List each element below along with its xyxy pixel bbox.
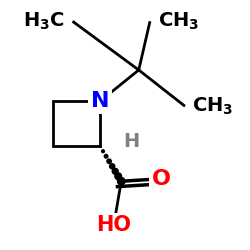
Text: $\mathdefault{H_3C}$: $\mathdefault{H_3C}$: [23, 10, 65, 32]
Circle shape: [104, 154, 108, 158]
Text: $\mathdefault{CH_3}$: $\mathdefault{CH_3}$: [158, 10, 199, 32]
Circle shape: [102, 150, 104, 153]
Circle shape: [107, 159, 111, 164]
Text: H: H: [123, 132, 140, 151]
Circle shape: [118, 178, 125, 185]
Text: $\mathdefault{CH_3}$: $\mathdefault{CH_3}$: [192, 96, 234, 117]
Circle shape: [115, 173, 121, 180]
Circle shape: [110, 164, 115, 169]
Circle shape: [112, 168, 118, 174]
Text: O: O: [152, 169, 171, 189]
Text: N: N: [91, 91, 109, 111]
Circle shape: [99, 145, 101, 147]
Text: HO: HO: [96, 215, 131, 235]
